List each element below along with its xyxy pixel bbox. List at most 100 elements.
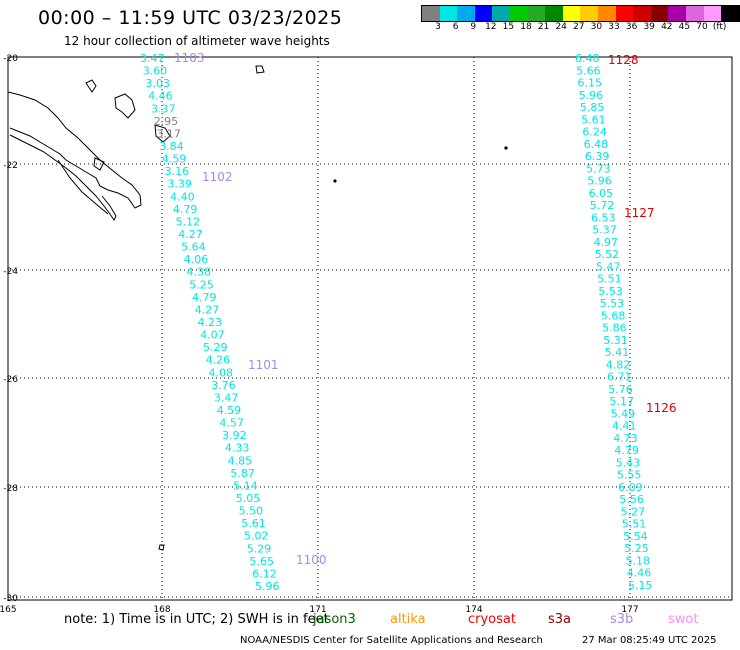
- colorbar-swatch: [457, 6, 475, 21]
- wave-height-colorbar: [421, 5, 740, 22]
- colorbar-swatch: [580, 6, 598, 21]
- wave-height-value: 5.68: [601, 309, 626, 322]
- small-island-marker: [504, 146, 508, 150]
- loyalty-island-lifou: [114, 93, 136, 119]
- wave-height-value: 5.31: [603, 334, 628, 347]
- colorbar-swatch: [668, 6, 686, 21]
- wave-height-value: 5.43: [616, 456, 641, 469]
- colorbar-tick: 21: [537, 22, 550, 32]
- wave-height-value: 6.39: [585, 150, 610, 163]
- wave-height-value: 5.47: [596, 260, 621, 273]
- wave-height-value: 5.96: [579, 89, 604, 102]
- wave-height-value: 4.79: [614, 444, 639, 457]
- pass-time-label: 1100: [296, 553, 327, 567]
- wave-height-value: 5.65: [250, 555, 275, 568]
- colorbar-tick: 27: [573, 22, 585, 32]
- loyalty-island-mare: [154, 124, 171, 143]
- wave-height-value: 5.85: [580, 101, 605, 114]
- wave-height-value: 5.53: [598, 285, 623, 298]
- wave-height-value: 5.64: [181, 241, 206, 254]
- pass-time-label: 1101: [248, 358, 279, 372]
- colorbar-swatch: [615, 6, 634, 21]
- wave-height-value: 5.51: [597, 273, 622, 286]
- wave-height-value: 6.71: [607, 371, 632, 384]
- wave-height-value: 4.07: [200, 329, 225, 342]
- satellite-legend-item: jason3: [313, 612, 356, 627]
- colorbar-tick: 45: [678, 22, 691, 32]
- wave-height-value: 6.48: [575, 52, 600, 65]
- satellite-legend-item: altika: [390, 612, 426, 627]
- colorbar-tick: 24: [555, 22, 567, 32]
- wave-height-value: 5.27: [621, 506, 646, 519]
- longitude-tick-label: 174: [465, 605, 482, 615]
- wave-height-value: 3.84: [159, 140, 184, 153]
- wave-height-value: 5.52: [595, 248, 620, 261]
- wave-height-value: 5.41: [605, 346, 630, 359]
- wave-height-value: 5.73: [586, 162, 611, 175]
- wave-height-value: 5.29: [247, 542, 271, 555]
- satellite-legend-item: s3b: [610, 612, 634, 627]
- colorbar-swatch: [422, 6, 440, 21]
- wave-height-value: 4.79: [192, 291, 217, 304]
- wave-height-value: 6.24: [582, 126, 607, 139]
- wave-height-value: 6.53: [591, 211, 616, 224]
- colorbar-swatch: [597, 6, 616, 21]
- wave-height-value: 5.96: [587, 175, 612, 188]
- wave-height-value: 3.92: [222, 429, 247, 442]
- wave-height-value: 6.48: [584, 138, 609, 151]
- new-caledonia-coast: [7, 91, 142, 209]
- pass-time-label: 1102: [202, 170, 233, 184]
- wave-height-value: 4.41: [612, 420, 637, 433]
- colorbar-tick: 6: [452, 22, 459, 32]
- wave-height-value: 5.61: [581, 113, 606, 126]
- wave-height-value: 5.12: [176, 215, 201, 228]
- wave-height-value: 4.82: [606, 358, 631, 371]
- wave-height-value: 5.50: [239, 505, 264, 518]
- wave-height-value: 3.37: [151, 102, 176, 115]
- wave-height-value: 4.85: [228, 454, 253, 467]
- pass-time-label: 1128: [608, 53, 639, 67]
- wave-height-value: 2.95: [154, 115, 179, 128]
- colorbar-swatch: [703, 6, 722, 21]
- wave-height-value: 3.47: [214, 391, 239, 404]
- wave-height-value: 5.55: [617, 469, 642, 482]
- colorbar-swatch: [685, 6, 704, 21]
- map-subtitle: 12 hour collection of altimeter wave hei…: [64, 34, 330, 48]
- wave-height-value: 4.59: [217, 404, 242, 417]
- wave-height-value: 4.59: [162, 153, 187, 166]
- wave-height-value: 4.06: [184, 253, 209, 266]
- wave-height-value: 3.16: [165, 165, 190, 178]
- pass-time-label: 1103: [174, 51, 205, 65]
- wave-height-value: 3.47: [140, 52, 165, 65]
- wave-height-value: 5.14: [233, 479, 258, 492]
- wave-height-value: 5.15: [628, 579, 653, 592]
- longitude-tick-label: 168: [153, 605, 170, 615]
- wave-height-value: 4.26: [206, 354, 231, 367]
- wave-height-value: 5.51: [622, 518, 647, 531]
- wave-height-value: 5.87: [230, 467, 255, 480]
- wave-height-value: 5.66: [576, 64, 601, 77]
- wave-height-value: 5.56: [619, 493, 644, 506]
- wave-height-value: 5.02: [244, 530, 269, 543]
- wave-height-value: 4.27: [195, 303, 220, 316]
- wave-height-value: 5.17: [610, 395, 635, 408]
- map-grid: 165 168 171 174 177 -20 -22 -24 -26 -28 -30: [0, 54, 733, 615]
- wave-height-value: 5.72: [590, 199, 615, 212]
- wave-height-value: 5.29: [203, 341, 228, 354]
- wave-height-value: 4.97: [594, 236, 619, 249]
- colorbar-swatch: [492, 6, 510, 21]
- satellite-legend-item: cryosat: [468, 612, 516, 627]
- hunter-island: [158, 544, 165, 551]
- new-caledonia-coast-south: [57, 159, 109, 215]
- latitude-tick-label: -28: [3, 484, 18, 494]
- colorbar-tick: 39: [643, 22, 655, 32]
- pass-time-labels: 1103 1102 1101 1100 1128 1127 1126: [174, 51, 677, 567]
- island-north: [93, 157, 105, 171]
- colorbar-tick: 42: [661, 22, 673, 32]
- colorbar-tick: 15: [502, 22, 515, 32]
- satellite-legend-item: swot: [668, 612, 699, 627]
- colorbar-tick: (ft): [712, 22, 727, 32]
- wave-height-value: 4.08: [209, 366, 234, 379]
- pass-time-label: 1127: [624, 206, 655, 220]
